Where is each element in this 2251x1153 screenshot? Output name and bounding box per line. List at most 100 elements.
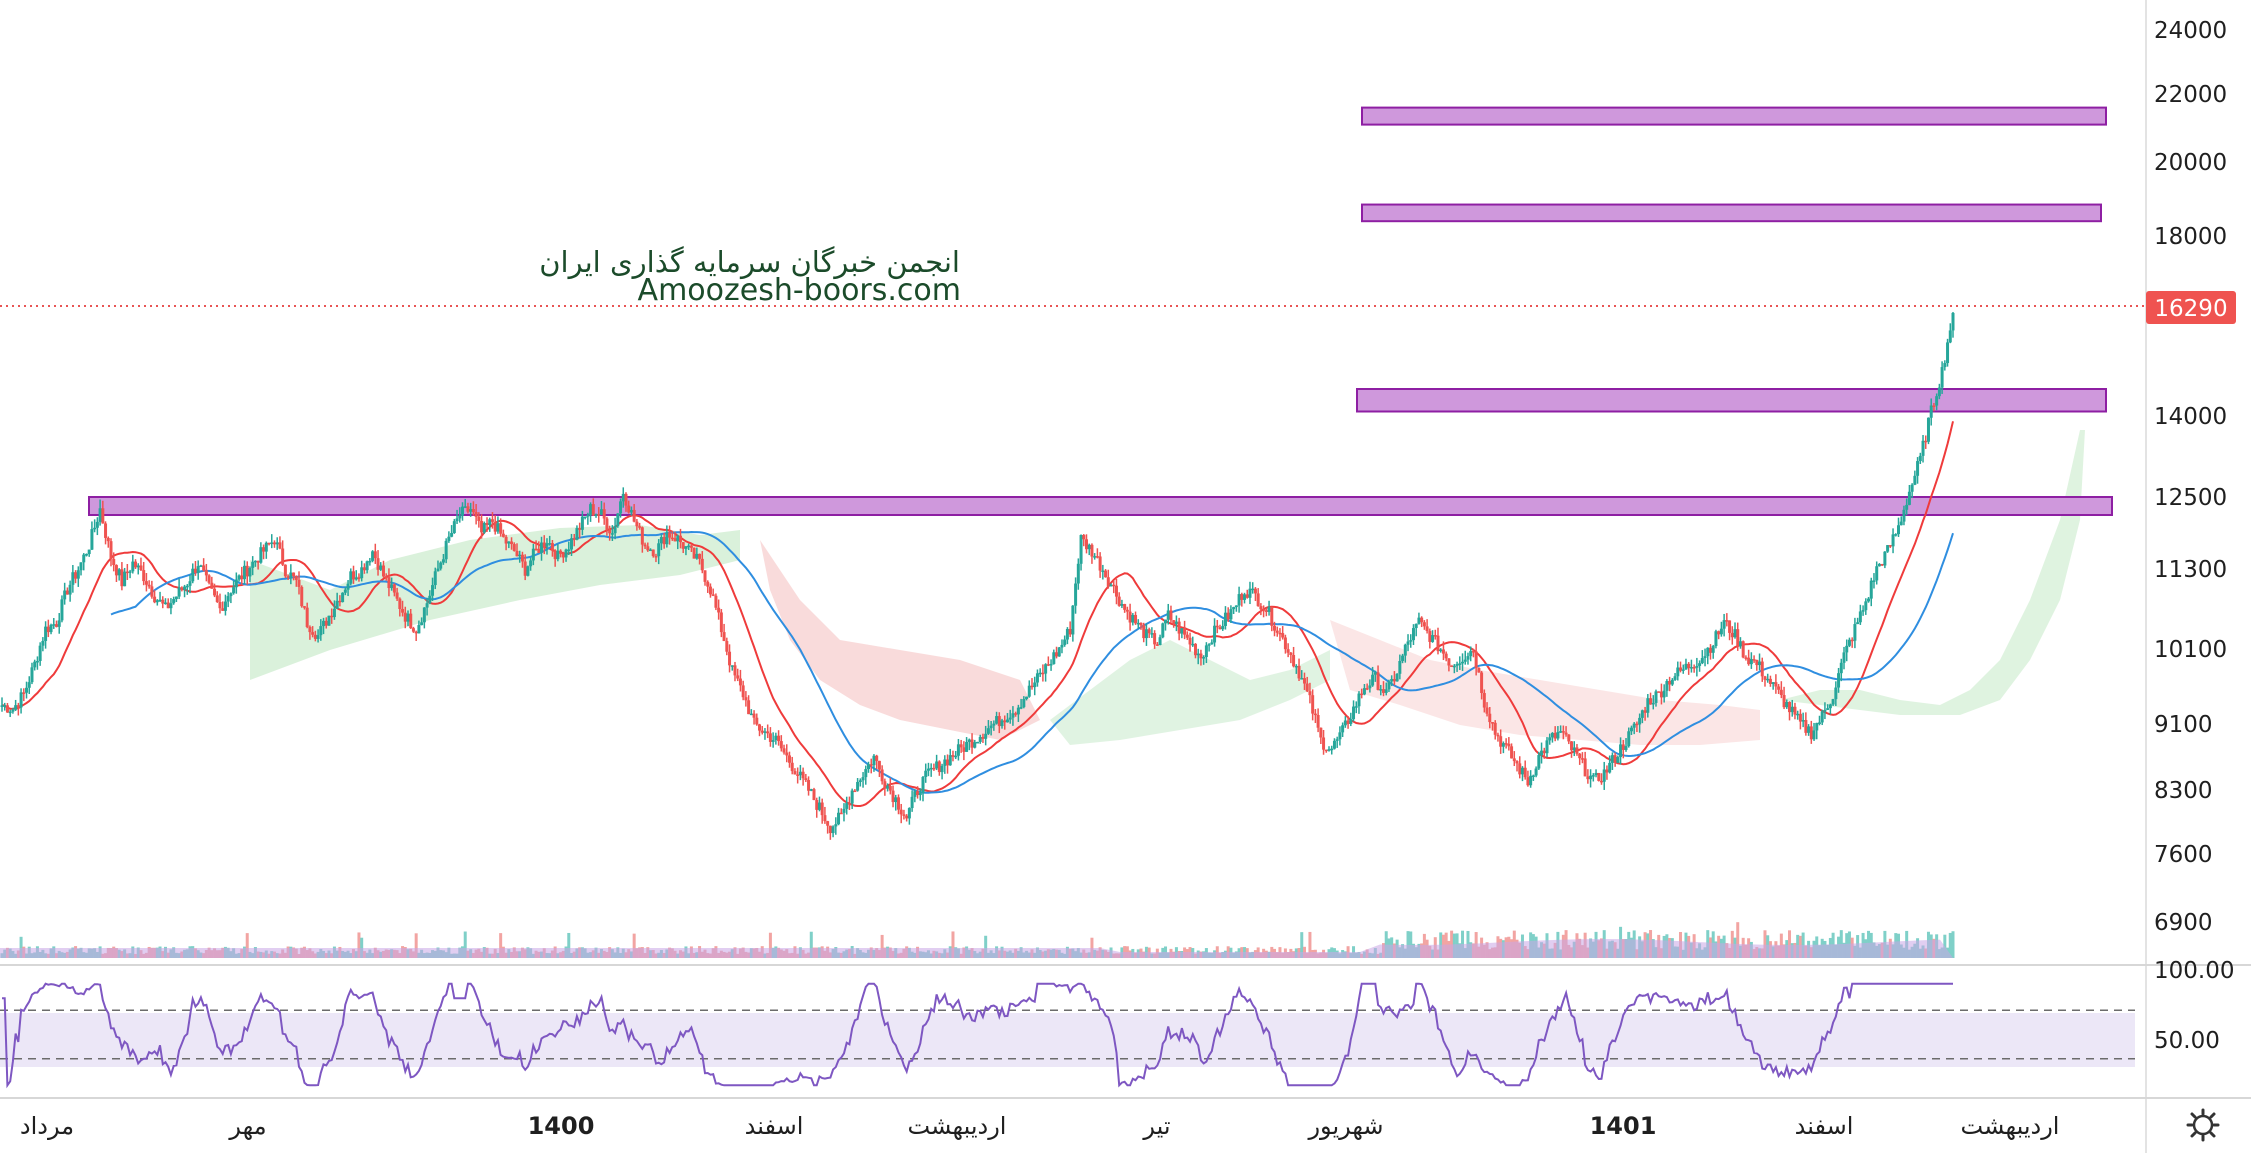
candle-body (1106, 577, 1110, 587)
candle-body (1741, 641, 1745, 658)
candle-body (1937, 387, 1941, 397)
candle-body (38, 645, 42, 661)
candle-body (243, 565, 247, 580)
candle-body (886, 786, 890, 789)
candle-body (747, 700, 751, 715)
candle-body (1414, 623, 1418, 629)
candle-body (3, 705, 7, 707)
candle-body (1076, 563, 1080, 584)
candle-body (1387, 681, 1391, 690)
candle-body (1161, 623, 1165, 638)
candle-body (1807, 726, 1811, 733)
candle-body (730, 665, 734, 667)
candle-body (910, 796, 914, 809)
x-tick-label: تیر (1142, 1112, 1170, 1140)
candle-body (1302, 678, 1306, 684)
candle-body (1706, 647, 1710, 657)
candle-body (1578, 753, 1582, 759)
candle-body (330, 615, 334, 618)
candle-body (1000, 720, 1004, 727)
candle-body (578, 528, 582, 530)
candle-body (785, 752, 789, 756)
candle-body (1395, 673, 1399, 682)
time-axis: مرداد مهر 1400 اسفند اردیبهشت تیر شهریور… (20, 1112, 2060, 1140)
candle-body (213, 588, 217, 596)
candle-body (929, 767, 933, 770)
candle-body (1221, 625, 1225, 630)
volume-bar (19, 936, 23, 958)
candle-body (1659, 691, 1663, 698)
candle-body (1804, 720, 1808, 733)
candle-body (616, 513, 620, 527)
candle-body (826, 821, 830, 826)
candle-body (995, 716, 999, 724)
candle-body (1305, 683, 1309, 692)
candle-body (1349, 719, 1353, 724)
candle-body (425, 603, 429, 608)
candle-body (504, 536, 508, 544)
candle-body (1512, 758, 1516, 762)
candle-body (1210, 642, 1214, 645)
candle-body (1275, 630, 1279, 633)
candle-body (1940, 367, 1944, 388)
candle-body (771, 740, 775, 742)
candle-body (19, 692, 23, 708)
candle-body (1245, 594, 1249, 598)
candle-body (817, 802, 821, 810)
candle-body (125, 571, 129, 574)
volume-bar (632, 933, 636, 958)
candle-body (1095, 556, 1099, 558)
candle-body (1283, 637, 1287, 650)
candle-body (1352, 706, 1356, 720)
candle-body (1698, 663, 1702, 666)
candle-body (305, 607, 309, 627)
candle-body (185, 585, 189, 588)
candle-body (1589, 775, 1593, 780)
candle-body (1523, 767, 1527, 778)
resistance-zone (88, 496, 2113, 516)
price-axis: 24000 22000 20000 18000 14000 12500 1130… (2154, 18, 2234, 1054)
settings-gear-icon[interactable] (2186, 1108, 2220, 1142)
candle-body (1376, 672, 1380, 690)
candle-body (842, 808, 846, 813)
x-tick-label: اردیبهشت (1961, 1112, 2060, 1140)
y-tick-label: 11300 (2154, 557, 2227, 583)
candle-body (583, 516, 587, 519)
candle-body (1322, 737, 1326, 750)
candle-body (1507, 743, 1511, 747)
candle-body (1003, 720, 1007, 723)
candle-body (1011, 713, 1015, 718)
candle-body (1174, 621, 1178, 624)
candle-body (1916, 461, 1920, 476)
candle-body (1458, 663, 1462, 665)
candle-body (1297, 665, 1301, 679)
candle-body (1098, 556, 1102, 571)
candle-body (586, 515, 590, 517)
candle-body (651, 549, 655, 557)
candle-body (1101, 570, 1105, 573)
candle-body (469, 509, 473, 512)
candle-body (1114, 585, 1118, 597)
candle-body (1550, 732, 1554, 738)
candle-body (1834, 687, 1838, 700)
candle-body (493, 521, 497, 532)
candle-body (1267, 606, 1271, 612)
candle-body (1431, 635, 1435, 642)
candle-body (1166, 610, 1170, 620)
candle-body (1041, 672, 1045, 675)
candle-body (1880, 564, 1884, 566)
candle-body (1935, 396, 1939, 406)
candle-body (1450, 665, 1454, 667)
candle-body (1087, 544, 1091, 550)
candle-body (1864, 601, 1868, 611)
candle-body (801, 771, 805, 779)
candle-body (768, 733, 772, 742)
candle-body (251, 561, 255, 568)
candle-body (1117, 596, 1121, 606)
candle-body (1469, 651, 1473, 657)
candle-body (264, 542, 268, 552)
rsi-line (2, 982, 1953, 1089)
candle-body (1401, 655, 1405, 661)
candle-body (1030, 685, 1034, 688)
